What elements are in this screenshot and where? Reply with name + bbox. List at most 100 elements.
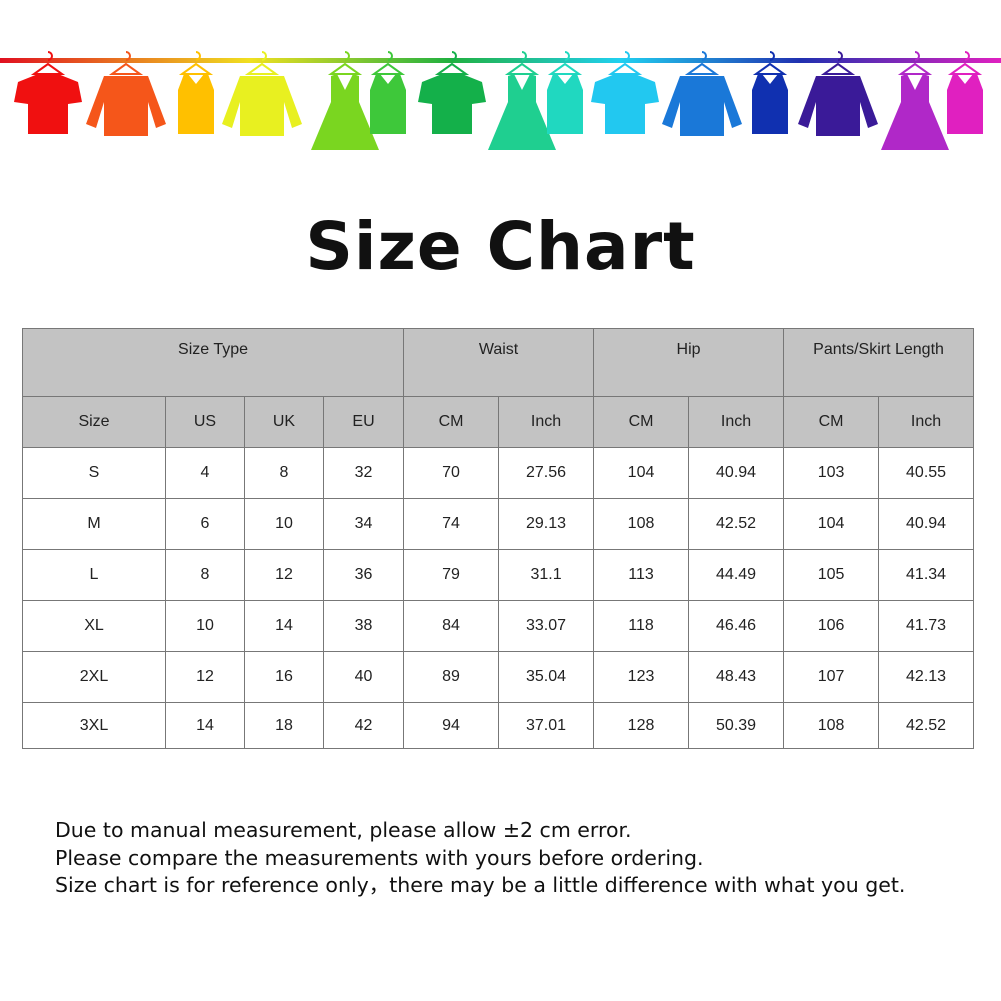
sub-header-row: Size US UK EU CM Inch CM Inch CM Inch xyxy=(22,396,975,448)
table-cell: XL xyxy=(22,600,166,652)
table-cell: 106 xyxy=(783,600,880,652)
hanger-icon xyxy=(504,51,540,75)
table-cell: 105 xyxy=(783,549,880,601)
note-line: Please compare the measurements with you… xyxy=(55,845,704,870)
notes: Due to manual measurement, please allow … xyxy=(55,817,905,900)
table-cell: 12 xyxy=(244,549,324,601)
table-row: M 6 10 34 74 29.13 108 42.52 104 40.94 xyxy=(22,498,975,550)
table-cell: 2XL xyxy=(22,651,166,703)
table-cell: 32 xyxy=(322,447,405,499)
clothes-hanger-banner xyxy=(0,51,1001,150)
table-cell: 42.52 xyxy=(878,702,975,749)
sub-header-cell: UK xyxy=(244,396,324,448)
table-cell: 41.34 xyxy=(878,549,975,601)
tank-icon xyxy=(547,74,583,134)
table-cell: 46.46 xyxy=(688,600,785,652)
table-cell: 18 xyxy=(244,702,324,749)
sub-header-cell: Inch xyxy=(688,396,785,448)
table-cell: 8 xyxy=(165,549,245,601)
page-title: Size Chart xyxy=(305,208,696,285)
jacket-icon xyxy=(798,76,878,136)
hanger-icon xyxy=(370,51,406,75)
tank-icon xyxy=(370,74,406,134)
header-hip: Hip xyxy=(593,328,785,397)
table-cell: 104 xyxy=(783,498,880,550)
table-cell: 123 xyxy=(593,651,690,703)
hanger-icon xyxy=(947,51,983,75)
table-cell: M xyxy=(22,498,166,550)
table-cell: 113 xyxy=(593,549,690,601)
table-cell: 118 xyxy=(593,600,690,652)
table-cell: 128 xyxy=(593,702,690,749)
table-cell: 42.13 xyxy=(878,651,975,703)
hanger-icon xyxy=(547,51,583,75)
size-table: Size Type Waist Hip Pants/Skirt Length S… xyxy=(21,328,975,749)
hanger-icon xyxy=(327,51,363,75)
table-cell: 37.01 xyxy=(498,702,595,749)
shirt-icon xyxy=(591,74,659,134)
sub-header-cell: CM xyxy=(783,396,880,448)
table-cell: 10 xyxy=(244,498,324,550)
table-cell: 107 xyxy=(783,651,880,703)
dress-icon xyxy=(311,74,379,150)
table-cell: 8 xyxy=(244,447,324,499)
table-cell: 6 xyxy=(165,498,245,550)
dress-icon xyxy=(881,74,949,150)
hanger-icon xyxy=(752,51,788,75)
table-cell: 84 xyxy=(403,600,500,652)
hanger-icon xyxy=(897,51,933,75)
table-cell: 10 xyxy=(165,600,245,652)
note-line: Size chart is for reference only，there m… xyxy=(55,873,906,897)
table-cell: 108 xyxy=(783,702,880,749)
shirt-icon xyxy=(14,74,82,134)
table-cell: 40.94 xyxy=(688,447,785,499)
tank-icon xyxy=(178,74,214,134)
jacket-icon xyxy=(222,76,302,136)
table-cell: 33.07 xyxy=(498,600,595,652)
table-cell: 27.56 xyxy=(498,447,595,499)
table-row: S 4 8 32 70 27.56 104 40.94 103 40.55 xyxy=(22,447,975,499)
table-cell: 40.94 xyxy=(878,498,975,550)
table-cell: 70 xyxy=(403,447,500,499)
table-cell: 94 xyxy=(403,702,500,749)
header-waist: Waist xyxy=(403,328,595,397)
table-cell: 74 xyxy=(403,498,500,550)
hanger-icon xyxy=(178,51,214,75)
group-header-row: Size Type Waist Hip Pants/Skirt Length xyxy=(21,328,975,397)
hanger-icon xyxy=(108,51,144,75)
table-cell: L xyxy=(22,549,166,601)
table-cell: 4 xyxy=(165,447,245,499)
table-cell: 40.55 xyxy=(878,447,975,499)
hanger-icon xyxy=(244,51,280,75)
table-cell: 41.73 xyxy=(878,600,975,652)
sub-header-cell: CM xyxy=(593,396,690,448)
table-cell: 103 xyxy=(783,447,880,499)
table-cell: 104 xyxy=(593,447,690,499)
jacket-icon xyxy=(662,76,742,136)
table-cell: 42.52 xyxy=(688,498,785,550)
sub-header-cell: Inch xyxy=(878,396,975,448)
dress-icon xyxy=(488,74,556,150)
table-cell: 108 xyxy=(593,498,690,550)
sub-header-cell: Size xyxy=(22,396,166,448)
table-cell: 14 xyxy=(165,702,245,749)
table-cell: 31.1 xyxy=(498,549,595,601)
tank-icon xyxy=(947,74,983,134)
table-cell: 29.13 xyxy=(498,498,595,550)
table-cell: 3XL xyxy=(22,702,166,749)
table-cell: 79 xyxy=(403,549,500,601)
table-cell: 14 xyxy=(244,600,324,652)
sub-header-cell: EU xyxy=(322,396,405,448)
table-cell: 35.04 xyxy=(498,651,595,703)
hanger-icon xyxy=(820,51,856,75)
table-row: 2XL 12 16 40 89 35.04 123 48.43 107 42.13 xyxy=(22,651,975,703)
header-size-type: Size Type xyxy=(21,328,405,397)
table-cell: 44.49 xyxy=(688,549,785,601)
clothes-rail xyxy=(0,58,1001,63)
note-line: Due to manual measurement, please allow … xyxy=(55,818,632,842)
sub-header-cell: CM xyxy=(403,396,500,448)
table-cell: 40 xyxy=(322,651,405,703)
tank-icon xyxy=(752,74,788,134)
table-row: XL 10 14 38 84 33.07 118 46.46 106 41.73 xyxy=(22,600,975,652)
table-cell: 48.43 xyxy=(688,651,785,703)
